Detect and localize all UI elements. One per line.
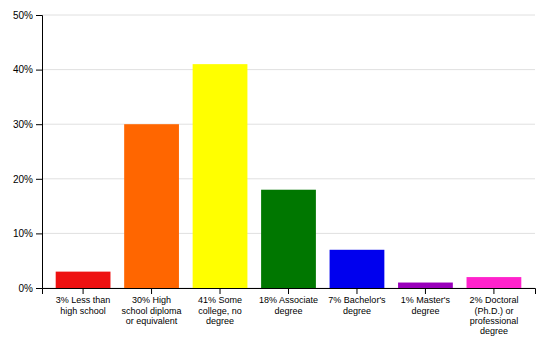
x-tick-label: 18% Associatedegree bbox=[259, 295, 318, 315]
y-axis-line bbox=[36, 16, 43, 289]
x-tick: 1% Master'sdegree bbox=[401, 288, 451, 316]
x-tick: 2% Doctoral(Ph.D.) orprofessionaldegree bbox=[469, 288, 518, 336]
x-tick-mark bbox=[493, 288, 494, 294]
y-tick-mark bbox=[36, 15, 42, 16]
y-tick-mark bbox=[36, 70, 42, 71]
x-axis-line bbox=[43, 289, 536, 295]
bar bbox=[193, 64, 248, 288]
y-tick: 0% bbox=[19, 283, 42, 294]
bar bbox=[467, 277, 522, 288]
x-tick-mark bbox=[83, 288, 84, 294]
x-tick-label: 1% Master'sdegree bbox=[401, 295, 451, 315]
y-tick-mark bbox=[36, 288, 42, 289]
y-tick-mark bbox=[36, 179, 42, 180]
y-tick-label: 0% bbox=[19, 283, 34, 294]
y-tick: 20% bbox=[13, 174, 42, 185]
x-tick-label: 7% Bachelor'sdegree bbox=[328, 295, 386, 315]
y-tick: 50% bbox=[13, 10, 42, 21]
plot: 0% 10% 20% 30% 40% 50% 3% Less thanhigh school… bbox=[13, 10, 536, 337]
x-tick: 3% Less thanhigh school bbox=[56, 288, 111, 316]
x-tick: 30% Highschool diplomaor equivalent bbox=[122, 288, 182, 326]
y-tick-label: 30% bbox=[13, 119, 33, 130]
y-tick: 10% bbox=[13, 228, 42, 239]
y-tick-label: 50% bbox=[13, 10, 33, 21]
x-tick-label: 41% Somecollege, nodegree bbox=[198, 295, 242, 326]
x-tick-mark bbox=[425, 288, 426, 294]
grid-line bbox=[42, 178, 535, 179]
bar bbox=[398, 283, 453, 288]
x-tick: 41% Somecollege, nodegree bbox=[198, 288, 242, 326]
grid-line bbox=[42, 15, 535, 16]
grid-line bbox=[42, 124, 535, 125]
x-tick: 7% Bachelor'sdegree bbox=[328, 288, 386, 316]
y-axis: 0% 10% 20% 30% 40% 50% bbox=[13, 10, 43, 294]
y-tick-label: 10% bbox=[13, 228, 33, 239]
y-tick-mark bbox=[36, 233, 42, 234]
x-tick-mark bbox=[220, 288, 221, 294]
x-tick-label: 3% Less thanhigh school bbox=[56, 295, 111, 315]
x-tick-label: 2% Doctoral(Ph.D.) orprofessionaldegree bbox=[469, 295, 518, 336]
bar bbox=[124, 124, 179, 288]
bars bbox=[56, 64, 522, 288]
y-tick-label: 40% bbox=[13, 64, 33, 75]
grid bbox=[42, 15, 535, 288]
x-tick-mark bbox=[288, 288, 289, 294]
x-tick-mark bbox=[356, 288, 357, 294]
x-tick-mark bbox=[151, 288, 152, 294]
bar bbox=[261, 190, 316, 288]
bar bbox=[56, 272, 111, 288]
x-tick: 18% Associatedegree bbox=[259, 288, 318, 316]
y-tick-mark bbox=[36, 124, 42, 125]
bar bbox=[330, 250, 385, 288]
y-tick: 40% bbox=[13, 64, 42, 75]
x-tick-label: 30% Highschool diplomaor equivalent bbox=[122, 295, 182, 326]
x-axis: 3% Less thanhigh school 30% Highschool di… bbox=[43, 288, 536, 336]
y-tick-label: 20% bbox=[13, 174, 33, 185]
grid-line bbox=[42, 69, 535, 70]
chart: 0% 10% 20% 30% 40% 50% 3% Less thanhigh school… bbox=[0, 0, 550, 350]
y-tick: 30% bbox=[13, 119, 42, 130]
